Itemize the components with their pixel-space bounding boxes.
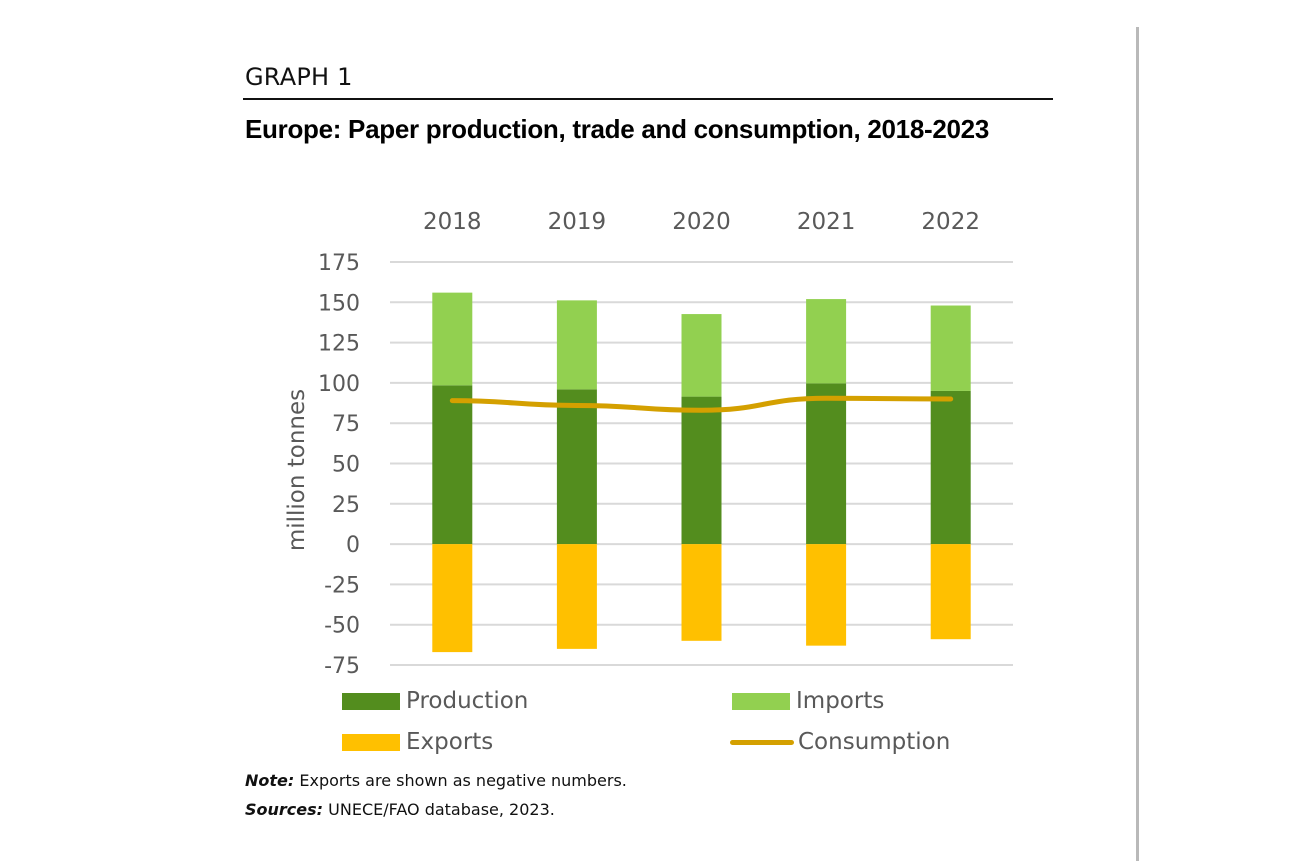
y-tick-label: 0 [346, 533, 360, 558]
y-tick-label: 100 [318, 372, 360, 397]
legend-item-imports: Imports [732, 688, 884, 714]
consumption-line-group [449, 395, 954, 413]
legend-swatch-imports [732, 692, 790, 710]
legend-line-consumption [730, 739, 794, 745]
bar-imports-2020 [681, 314, 722, 397]
bar-exports-2020 [681, 544, 722, 641]
chart-title: Europe: Paper production, trade and cons… [245, 114, 989, 144]
y-tick-label: -75 [324, 654, 360, 679]
legend-label: Exports [406, 729, 494, 755]
bar-imports-2022 [930, 305, 971, 391]
bar-exports-2019 [556, 544, 597, 649]
x-tick-label: 2022 [921, 209, 980, 235]
bar-imports-2018 [432, 292, 473, 386]
y-tick-label: -50 [324, 614, 360, 639]
legend-item-exports: Exports [342, 729, 493, 755]
bars [432, 292, 971, 653]
page-divider [1136, 27, 1139, 861]
bar-production-2020 [681, 396, 722, 545]
note-line: Note: Exports are shown as negative numb… [245, 766, 627, 795]
bar-imports-2019 [556, 300, 597, 390]
sources-text: UNECE/FAO database, 2023. [323, 800, 555, 819]
y-tick-labels: 175 150 125 100 75 50 25 0 -25 -50 -75 [318, 251, 360, 679]
x-tick-labels: 2018 2019 2020 2021 2022 [423, 209, 980, 235]
legend-label: Imports [796, 688, 885, 714]
y-tick-label: 125 [318, 332, 360, 357]
sources-line: Sources: UNECE/FAO database, 2023. [245, 795, 627, 824]
notes: Note: Exports are shown as negative numb… [245, 766, 627, 824]
y-tick-label: 150 [318, 291, 360, 316]
x-tick-label: 2021 [797, 209, 856, 235]
legend-label: Consumption [798, 729, 951, 755]
note-label: Note: [245, 771, 295, 790]
graph-label: GRAPH 1 [245, 63, 353, 91]
y-tick-label: 25 [332, 493, 360, 518]
title-rule [243, 98, 1053, 100]
bar-production-2018 [432, 385, 473, 545]
bar-production-2021 [806, 383, 847, 545]
y-tick-label: -25 [324, 573, 360, 598]
bar-exports-2018 [432, 544, 473, 653]
bar-exports-2021 [806, 544, 847, 646]
sources-label: Sources: [245, 800, 324, 819]
bar-production-2022 [930, 390, 971, 545]
x-tick-label: 2020 [672, 209, 731, 235]
legend-swatch-exports [342, 733, 400, 751]
y-tick-label: 175 [318, 251, 360, 276]
legend-item-consumption: Consumption [730, 729, 950, 755]
y-axis-label: million tonnes [284, 389, 310, 551]
legend-label: Production [406, 688, 529, 714]
x-tick-label: 2018 [423, 209, 482, 235]
bar-imports-2021 [806, 299, 847, 384]
bar-exports-2022 [930, 544, 971, 640]
legend: Production Imports Exports Consumption [340, 685, 1000, 765]
y-tick-label: 50 [332, 453, 360, 478]
y-tick-label: 75 [332, 412, 360, 437]
note-text: Exports are shown as negative numbers. [294, 771, 627, 790]
legend-swatch-production [342, 692, 400, 710]
bar-production-2019 [556, 389, 597, 545]
x-tick-label: 2019 [548, 209, 607, 235]
legend-item-production: Production [342, 688, 528, 714]
